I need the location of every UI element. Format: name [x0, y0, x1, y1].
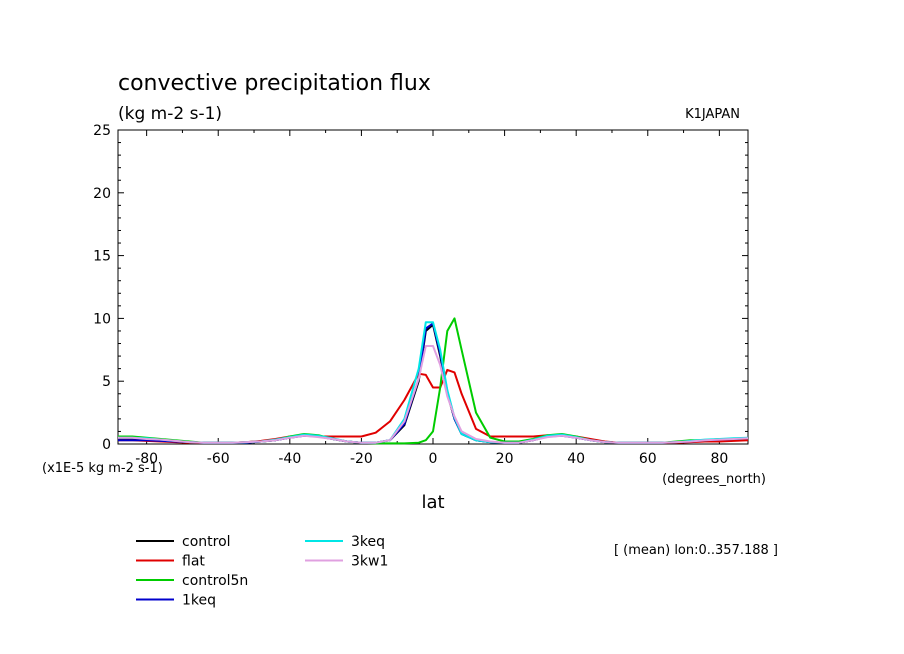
chart-subtitle: (kg m-2 s-1) — [118, 104, 222, 124]
legend-label-3keq: 3keq — [351, 534, 385, 550]
y-tick-label: 5 — [102, 374, 111, 390]
series-line-control5n — [118, 317, 749, 445]
legend-label-flat: flat — [182, 554, 205, 570]
x-units: (degrees_north) — [662, 472, 766, 487]
x-tick-label: -80 — [135, 451, 158, 467]
y-tick-label: 15 — [93, 249, 111, 265]
x-tick-label: -40 — [278, 451, 301, 467]
legend-label-control: control — [182, 534, 231, 550]
legend-label-3kw1: 3kw1 — [351, 554, 388, 570]
series-line-1keq — [118, 322, 749, 444]
x-tick-label: 60 — [639, 451, 657, 467]
series-line-control — [118, 323, 749, 444]
chart-title: convective precipitation flux — [118, 71, 431, 96]
y-tick-label: 25 — [93, 123, 111, 139]
plot-frame — [117, 129, 749, 445]
scale-note: (x1E-5 kg m-2 s-1) — [42, 461, 163, 476]
series-group — [118, 317, 749, 445]
ticks-group — [118, 129, 748, 445]
source-label: K1JAPAN — [685, 107, 740, 122]
x-tick-label: 80 — [710, 451, 728, 467]
y-tick-label: 20 — [93, 186, 111, 202]
x-tick-label: -60 — [207, 451, 230, 467]
y-tick-label: 10 — [93, 311, 111, 327]
mean-note: [ (mean) lon:0..357.188 ] — [614, 543, 778, 558]
series-line-3kw1 — [118, 345, 749, 444]
legend: control flat control5n 1keq 3keq 3kw1 — [136, 534, 388, 609]
x-tick-label: -20 — [350, 451, 373, 467]
legend-label-1keq: 1keq — [182, 593, 216, 609]
legend-label-control5n: control5n — [182, 573, 248, 589]
x-tick-label: 20 — [496, 451, 514, 467]
series-line-3keq — [118, 321, 749, 444]
x-tick-labels: -80 -60 -40 -20 0 20 40 60 80 — [135, 451, 728, 467]
y-tick-label: 0 — [102, 437, 111, 453]
x-tick-label: 40 — [567, 451, 585, 467]
x-axis-label: lat — [421, 492, 444, 513]
x-tick-label: 0 — [429, 451, 438, 467]
y-tick-labels: 0 5 10 15 20 25 — [93, 123, 111, 453]
